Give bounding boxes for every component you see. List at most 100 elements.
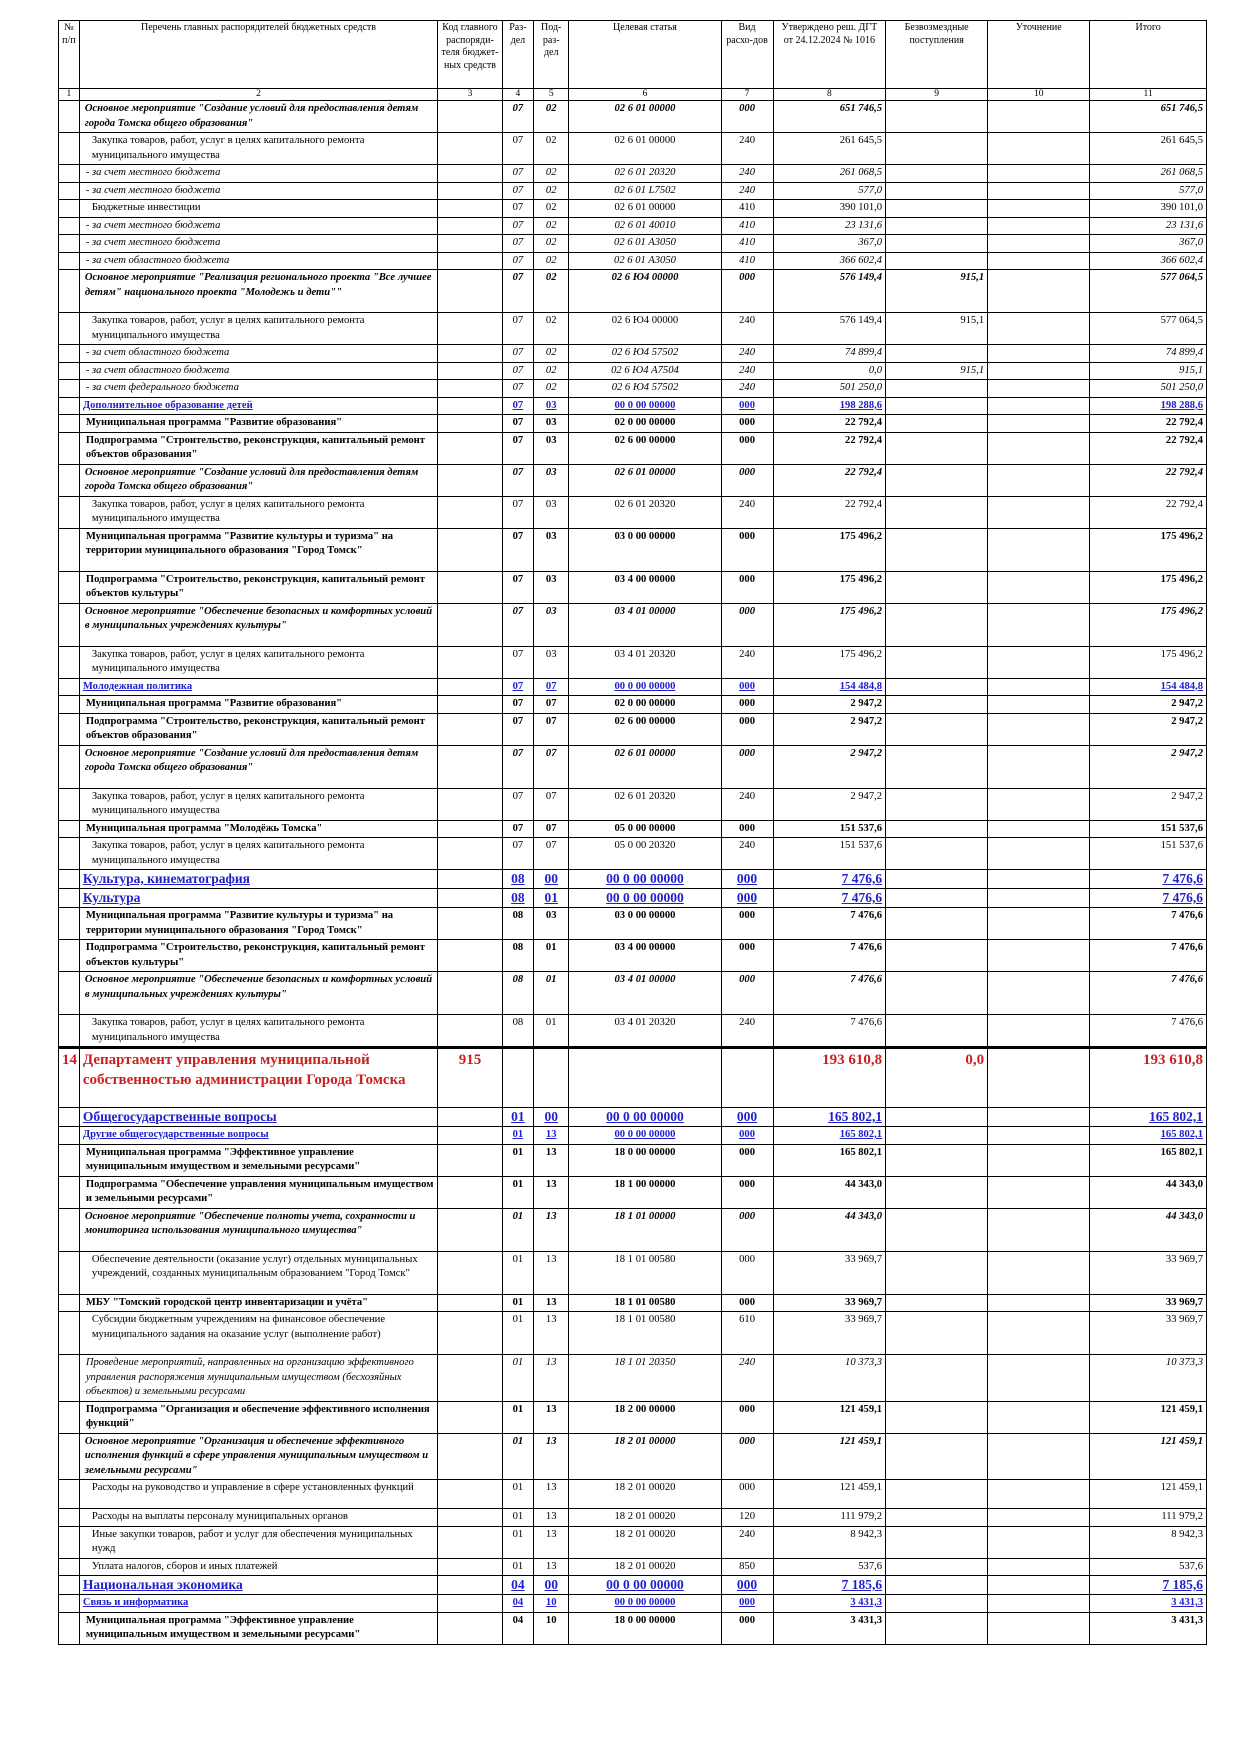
row-approved: 33 969,7 xyxy=(772,1250,887,1295)
row-number: 14 xyxy=(58,1046,80,1108)
row-admin-code xyxy=(437,1525,503,1559)
row-total: 22 792,4 xyxy=(1089,495,1207,529)
row-admin-code xyxy=(437,971,503,1015)
row-clarification xyxy=(987,1611,1091,1645)
row-number xyxy=(58,787,80,821)
row-gratuitous xyxy=(885,712,989,746)
row-admin-code xyxy=(437,819,503,838)
row-total: 366 602,4 xyxy=(1089,251,1207,270)
row-gratuitous xyxy=(885,1175,989,1209)
row-name: МБУ "Томский городской центр инвентариза… xyxy=(78,1293,439,1312)
row-target-article: 00 0 00 00000 xyxy=(568,677,722,696)
row-target-article: 00 0 00 00000 xyxy=(568,1107,722,1127)
row-expense-type: 240 xyxy=(720,164,774,183)
row-target-article: 18 2 01 00020 xyxy=(568,1508,722,1527)
row-podrazdel: 13 xyxy=(533,1207,570,1252)
row-clarification xyxy=(987,234,1091,253)
row-podrazdel: 13 xyxy=(533,1293,570,1312)
row-approved: 10 373,3 xyxy=(772,1354,887,1402)
row-name: Основное мероприятие "Создание условий д… xyxy=(78,463,439,497)
row-expense-type: 000 xyxy=(720,1250,774,1295)
row-gratuitous xyxy=(885,1479,989,1509)
row-admin-code xyxy=(437,1293,503,1312)
row-name: Основное мероприятие "Создание условий д… xyxy=(78,100,439,133)
row-number xyxy=(58,344,80,363)
column-number: 6 xyxy=(568,88,722,101)
row-expense-type: 000 xyxy=(720,1575,774,1595)
row-gratuitous xyxy=(885,695,989,714)
row-target-article: 00 0 00 00000 xyxy=(568,1575,722,1595)
row-admin-code xyxy=(437,1557,503,1576)
row-clarification xyxy=(987,888,1091,908)
header-podrazdel: Под-раз-дел xyxy=(533,20,570,89)
row-podrazdel: 13 xyxy=(533,1175,570,1209)
row-expense-type: 000 xyxy=(720,431,774,465)
row-total: 367,0 xyxy=(1089,234,1207,253)
row-target-article: 00 0 00 00000 xyxy=(568,1126,722,1145)
row-admin-code xyxy=(437,1611,503,1645)
row-gratuitous xyxy=(885,787,989,821)
row-number xyxy=(58,645,80,679)
row-name: Национальная экономика xyxy=(78,1575,439,1595)
row-total: 22 792,4 xyxy=(1089,431,1207,465)
row-admin-code xyxy=(437,907,503,940)
row-number xyxy=(58,463,80,497)
row-razdel: 01 xyxy=(501,1293,535,1312)
row-gratuitous xyxy=(885,1611,989,1645)
row-name: - за счет областного бюджета xyxy=(78,251,439,270)
row-expense-type: 000 xyxy=(720,1400,774,1434)
row-number xyxy=(58,1594,80,1613)
row-admin-code xyxy=(437,199,503,218)
row-clarification xyxy=(987,527,1091,572)
table-row: Основное мероприятие "Обеспечение безопа… xyxy=(58,602,1207,647)
row-total: 22 792,4 xyxy=(1089,414,1207,433)
row-podrazdel: 07 xyxy=(533,744,570,789)
row-gratuitous xyxy=(885,1400,989,1434)
row-razdel: 08 xyxy=(501,907,535,940)
row-number xyxy=(58,216,80,235)
row-total: 7 185,6 xyxy=(1089,1575,1207,1595)
row-razdel: 01 xyxy=(501,1479,535,1509)
row-podrazdel: 03 xyxy=(533,527,570,572)
row-number xyxy=(58,869,80,889)
row-admin-code xyxy=(437,431,503,465)
row-admin-code: 915 xyxy=(437,1046,503,1108)
row-expense-type: 240 xyxy=(720,379,774,398)
column-number-row: 1 2 3 4 5 6 7 8 9 10 11 xyxy=(58,88,1207,101)
row-total: 651 746,5 xyxy=(1089,100,1207,133)
row-name: Подпрограмма "Организация и обеспечение … xyxy=(78,1400,439,1434)
row-target-article: 00 0 00 00000 xyxy=(568,396,722,415)
row-admin-code xyxy=(437,1479,503,1509)
row-admin-code xyxy=(437,100,503,133)
row-clarification xyxy=(987,216,1091,235)
row-approved: 7 476,6 xyxy=(772,1014,887,1048)
row-total: 577 064,5 xyxy=(1089,312,1207,345)
row-total: 3 431,3 xyxy=(1089,1611,1207,1645)
row-target-article: 18 0 00 00000 xyxy=(568,1143,722,1177)
row-total: 2 947,2 xyxy=(1089,787,1207,821)
row-clarification xyxy=(987,100,1091,133)
row-approved: 7 476,6 xyxy=(772,939,887,972)
row-podrazdel: 00 xyxy=(533,1107,570,1127)
header-clarification: Уточнение xyxy=(987,20,1091,89)
row-expense-type: 000 xyxy=(720,602,774,647)
row-razdel: 07 xyxy=(501,744,535,789)
table-row: Подпрограмма "Строительство, реконструкц… xyxy=(58,712,1207,746)
row-gratuitous xyxy=(885,1354,989,1402)
row-admin-code xyxy=(437,837,503,870)
row-gratuitous xyxy=(885,677,989,696)
row-clarification xyxy=(987,1126,1091,1145)
row-razdel: 08 xyxy=(501,971,535,1015)
row-podrazdel: 10 xyxy=(533,1611,570,1645)
row-approved: 165 802,1 xyxy=(772,1126,887,1145)
row-razdel: 01 xyxy=(501,1525,535,1559)
row-name: Муниципальная программа "Молодёжь Томска… xyxy=(78,819,439,838)
row-name: - за счет местного бюджета xyxy=(78,164,439,183)
row-podrazdel: 13 xyxy=(533,1508,570,1527)
row-approved: 2 947,2 xyxy=(772,744,887,789)
row-total: 33 969,7 xyxy=(1089,1250,1207,1295)
header-approved: Утверждено реш. ДГТ от 24.12.2024 № 1016 xyxy=(772,20,887,89)
table-row: - за счет местного бюджета 07 02 02 6 01 20… xyxy=(58,164,1207,183)
row-gratuitous xyxy=(885,463,989,497)
row-number xyxy=(58,396,80,415)
